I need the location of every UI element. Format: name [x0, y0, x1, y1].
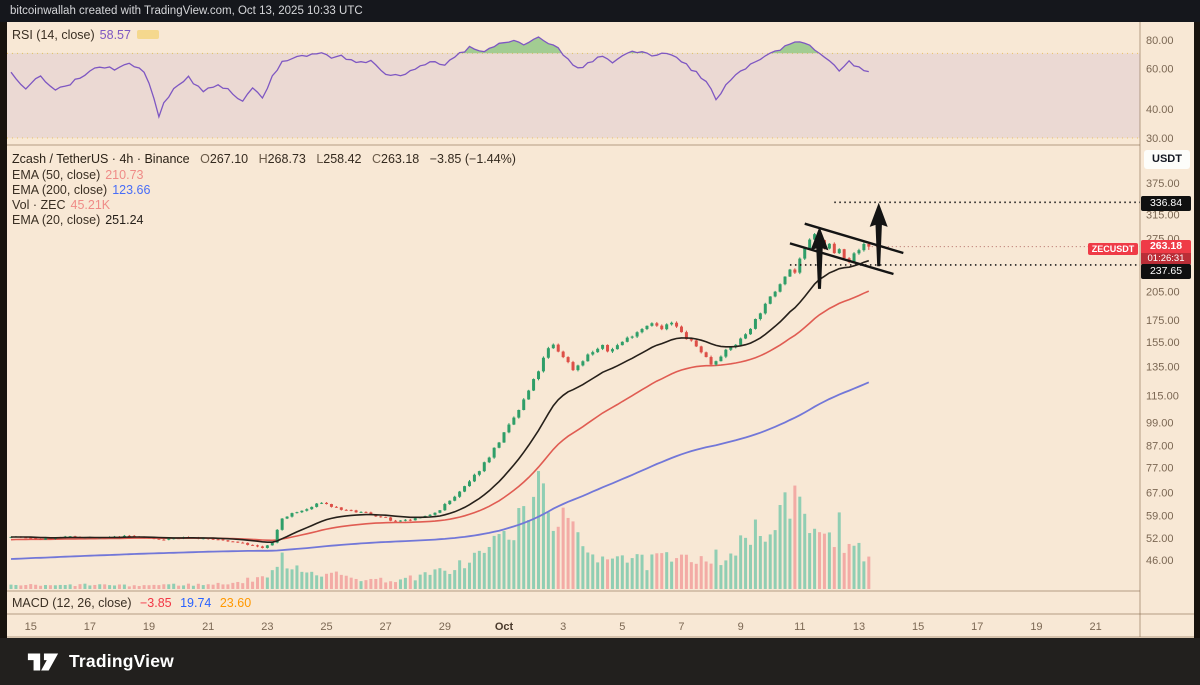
ema20-line — [11, 259, 870, 543]
price-tick-label: 155.00 — [1146, 337, 1180, 349]
time-tick-label: 27 — [380, 621, 392, 633]
price-tick-label: 52.00 — [1146, 533, 1174, 545]
ema20-legend[interactable]: EMA (20, close) 251.24 — [12, 213, 143, 228]
rsi-legend[interactable]: RSI (14, close) 58.57 — [12, 28, 159, 42]
rsi-scale[interactable]: 80.00 60.00 40.00 30.00 — [1146, 35, 1174, 145]
price-tick-label: 115.00 — [1146, 390, 1179, 402]
ema200-value: 123.66 — [112, 183, 151, 197]
watermark-bar: bitcoinwallah created with TradingView.c… — [0, 0, 1200, 22]
price-tick-label: 67.00 — [1146, 487, 1174, 499]
time-tick-label: 3 — [560, 621, 566, 633]
time-tick-label: 23 — [261, 621, 273, 633]
macd-signal-value: 23.60 — [219, 596, 252, 610]
time-tick-label: 9 — [738, 621, 744, 633]
ohlc-open-label: O — [200, 152, 210, 166]
price-scale[interactable]: 375.00315.00275.00205.00175.00155.00135.… — [1146, 178, 1180, 567]
time-tick-label: Oct — [495, 621, 514, 633]
ohlc-close-label: C — [372, 152, 382, 166]
time-tick-label: 21 — [202, 621, 214, 633]
last-price-value: 263.18 — [1149, 240, 1183, 252]
ema200-line — [10, 381, 870, 560]
price-tick-label: 175.00 — [1146, 315, 1180, 327]
time-tick-label: 17 — [971, 621, 983, 633]
last-price-badge[interactable]: 263.18 01:26:31 — [1141, 240, 1191, 265]
ema50-legend[interactable]: EMA (50, close) 210.73 — [12, 168, 143, 183]
up-arrow-annotation-2[interactable] — [869, 202, 888, 267]
up-arrow-annotation-1[interactable] — [810, 226, 829, 289]
price-tick-label: 315.00 — [1146, 209, 1180, 221]
macd-label: MACD (12, 26, close) — [12, 596, 132, 610]
channel-upper-trendline[interactable] — [804, 222, 904, 255]
right-edge-strip — [1194, 22, 1200, 638]
symbol-legend[interactable]: Zcash / TetherUS · 4h · Binance O267.10 … — [12, 152, 516, 166]
rsi-ma-chip — [136, 30, 159, 39]
price-tick-label: 87.00 — [1146, 441, 1174, 453]
price-tick-label: 59.00 — [1146, 510, 1174, 522]
change-value: −3.85 (−1.44%) — [429, 152, 516, 166]
ohlc-high-value: 268.73 — [267, 152, 306, 166]
time-tick-label: 19 — [143, 621, 155, 633]
ema200-legend[interactable]: EMA (200, close) 123.66 — [12, 183, 150, 198]
price-tick-label: 77.00 — [1146, 462, 1174, 474]
left-edge-strip — [0, 22, 7, 638]
price-tick-label: 205.00 — [1146, 287, 1180, 299]
macd-line-value: 19.74 — [180, 596, 212, 610]
rsi-legend-value: 58.57 — [99, 28, 131, 42]
resistance-price-badge[interactable]: 336.84 — [1141, 196, 1191, 211]
rsi-tick-label: 80.00 — [1146, 35, 1174, 47]
symbol-price-label: ZECUSDT — [1088, 243, 1138, 255]
time-tick-label: 15 — [912, 621, 924, 633]
rsi-tick-label: 30.00 — [1146, 133, 1174, 145]
currency-button[interactable]: USDT — [1144, 150, 1190, 169]
rsi-band — [7, 53, 1140, 138]
time-tick-label: 7 — [678, 621, 684, 633]
tradingview-brand-text: TradingView — [69, 651, 174, 671]
price-tick-label: 46.00 — [1146, 555, 1174, 567]
rsi-tick-label: 60.00 — [1146, 64, 1174, 76]
ema50-label: EMA (50, close) — [12, 168, 101, 182]
ema200-label: EMA (200, close) — [12, 183, 108, 197]
time-tick-label: 25 — [320, 621, 332, 633]
drawing-annotations[interactable] — [789, 201, 1140, 289]
rsi-line — [10, 36, 869, 120]
symbol-title: Zcash / TetherUS · 4h · Binance — [12, 152, 190, 166]
time-scale[interactable]: 15 17 19 21 23 25 27 29 Oct 3 5 7 9 11 13 15 17 19 21 — [25, 621, 1102, 633]
footer-bar: TradingView — [0, 638, 1200, 685]
time-tick-label: 5 — [619, 621, 625, 633]
macd-legend[interactable]: MACD (12, 26, close) −3.85 19.74 23.60 — [12, 596, 251, 610]
time-tick-label: 29 — [439, 621, 451, 633]
price-tick-label: 99.00 — [1146, 417, 1174, 429]
macd-hist-value: −3.85 — [139, 596, 172, 610]
channel-lower-trendline[interactable] — [789, 242, 894, 276]
ohlc-low-value: 258.42 — [323, 152, 362, 166]
time-tick-label: 17 — [84, 621, 96, 633]
support-price-badge[interactable]: 237.65 — [1141, 264, 1191, 279]
rsi-tick-label: 40.00 — [1146, 104, 1174, 116]
ema20-value: 251.24 — [105, 213, 144, 227]
volume-label: Vol · ZEC — [12, 198, 66, 212]
time-tick-label: 13 — [853, 621, 865, 633]
ema20-label: EMA (20, close) — [12, 213, 101, 227]
time-tick-label: 15 — [25, 621, 37, 633]
volume-histogram — [9, 471, 871, 589]
ema50-value: 210.73 — [105, 168, 144, 182]
ohlc-close-value: 263.18 — [381, 152, 420, 166]
price-tick-label: 375.00 — [1146, 178, 1180, 190]
time-tick-label: 21 — [1089, 621, 1101, 633]
time-tick-label: 11 — [794, 621, 805, 633]
time-tick-label: 19 — [1030, 621, 1042, 633]
ohlc-low-label: L — [316, 152, 324, 166]
price-tick-label: 135.00 — [1146, 362, 1180, 374]
ohlc-high-label: H — [258, 152, 268, 166]
rsi-legend-label: RSI (14, close) — [12, 28, 95, 42]
tradingview-logo-icon — [27, 653, 59, 670]
volume-value: 45.21K — [70, 198, 111, 212]
watermark-text: bitcoinwallah created with TradingView.c… — [10, 5, 363, 17]
ohlc-open-value: 267.10 — [209, 152, 249, 166]
tradingview-logo[interactable]: TradingView — [26, 650, 174, 674]
bar-countdown: 01:26:31 — [1141, 253, 1191, 265]
volume-legend[interactable]: Vol · ZEC 45.21K — [12, 198, 110, 213]
